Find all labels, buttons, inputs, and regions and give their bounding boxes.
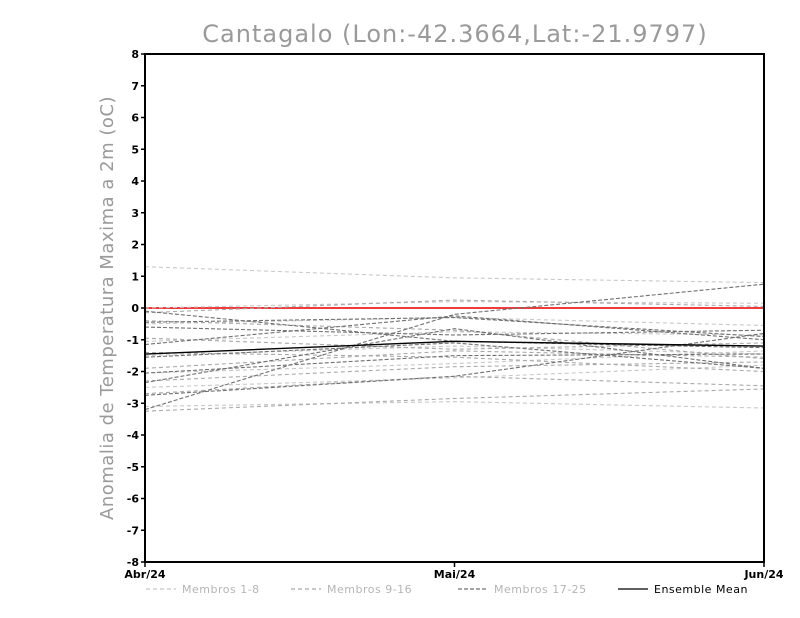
y-tick-label: 6 xyxy=(131,112,139,125)
chart-title: Cantagalo (Lon:-42.3664,Lat:-21.9797) xyxy=(202,20,707,48)
member-line-group3-5 xyxy=(144,342,765,369)
x-tick-label: Abr/24 xyxy=(124,568,165,581)
y-tick-label: 2 xyxy=(131,239,139,252)
y-tick-label: -6 xyxy=(127,493,140,506)
y-tick-label: -4 xyxy=(127,429,140,442)
y-tick-label: -3 xyxy=(127,397,139,410)
member-line-group2-6 xyxy=(144,361,765,382)
member-line-group3-2 xyxy=(144,316,765,338)
member-line-group2-5 xyxy=(144,350,765,369)
member-line-group2-4 xyxy=(144,351,765,373)
ensemble-mean-line xyxy=(144,340,765,355)
legend-label: Ensemble Mean xyxy=(654,583,748,596)
y-tick-label: -7 xyxy=(127,524,139,537)
x-tick-label: Jun/24 xyxy=(743,568,783,581)
member-line-group1-4 xyxy=(144,331,765,342)
legend: Membros 1-8 Membros 9-16 Membros 17-25 Ense… xyxy=(146,583,748,596)
member-line-group3-3 xyxy=(144,326,765,336)
member-line-group1-6 xyxy=(144,350,765,374)
legend-label: Membros 1-8 xyxy=(182,583,260,596)
member-line-group3-8 xyxy=(144,332,765,396)
y-tick-label: 1 xyxy=(131,270,139,283)
y-tick-label: -5 xyxy=(127,461,139,474)
y-tick-label: -8 xyxy=(127,556,139,569)
member-line-group2-7 xyxy=(144,375,765,395)
member-line-group1-5 xyxy=(144,345,765,357)
legend-label: Membros 9-16 xyxy=(327,583,412,596)
member-line-group1-8 xyxy=(144,401,765,409)
legend-label: Membros 17-25 xyxy=(494,583,587,596)
member-line-group1-3 xyxy=(144,316,765,327)
x-tick-label: Mai/24 xyxy=(434,568,476,581)
y-tick-label: 5 xyxy=(131,143,139,156)
y-tick-label: 7 xyxy=(131,80,139,93)
member-line-group2-8 xyxy=(144,388,765,412)
y-tick-label: 4 xyxy=(131,175,139,188)
y-tick-label: 3 xyxy=(131,207,139,220)
member-line-group2-3 xyxy=(144,337,765,350)
member-line-group3-9 xyxy=(144,283,765,411)
member-line-group1-1 xyxy=(144,266,765,284)
y-tick-label: -1 xyxy=(127,334,139,347)
y-tick-label: 0 xyxy=(131,302,139,315)
y-tick-label: 8 xyxy=(131,48,139,61)
member-line-group1-2 xyxy=(144,301,765,309)
member-line-group3-4 xyxy=(144,315,765,346)
y-axis-label: Anomalia de Temperatura Maxima a 2m (oC) xyxy=(97,96,118,520)
y-tick-label: -2 xyxy=(127,366,139,379)
member-line-group2-1 xyxy=(144,299,765,314)
member-line-group2-2 xyxy=(144,320,765,360)
member-line-group1-7 xyxy=(144,364,765,388)
member-line-group3-7 xyxy=(144,328,765,384)
